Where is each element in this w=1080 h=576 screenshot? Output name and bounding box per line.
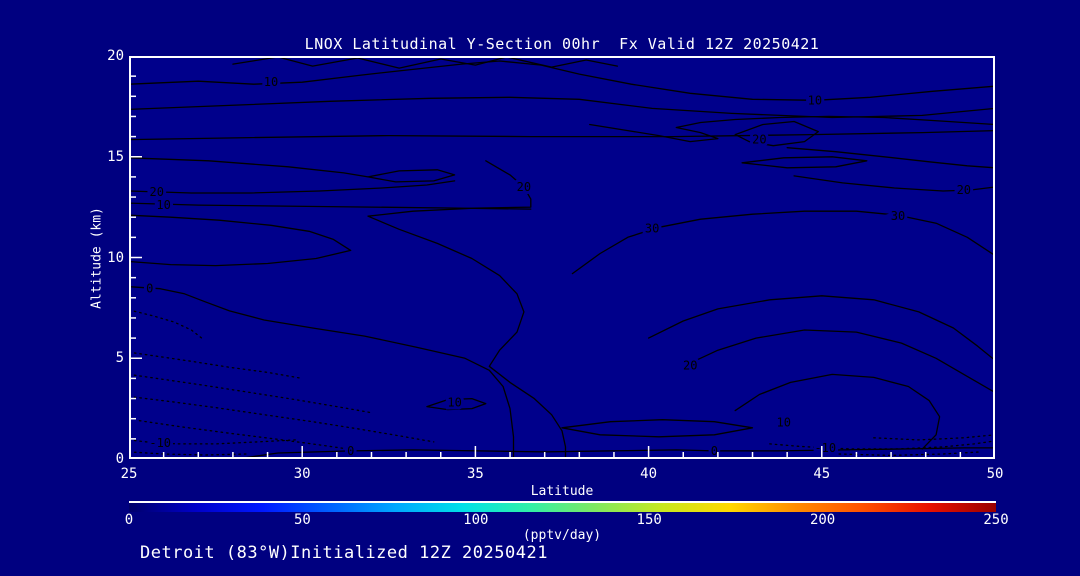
plot-frame xyxy=(129,56,995,459)
y-tick-label: 5 xyxy=(115,350,124,367)
y-tick-label: 10 xyxy=(107,249,124,266)
contour-label: 20 xyxy=(752,133,766,147)
contour-line--10 xyxy=(129,351,303,380)
contour-line--10 xyxy=(129,309,203,339)
x-tick-label: 45 xyxy=(813,466,831,482)
contour-label: 10 xyxy=(776,416,790,430)
contour-line--10 xyxy=(129,373,373,414)
x-tick-label: 40 xyxy=(640,466,658,482)
contour-label: 0 xyxy=(347,444,354,458)
contour-line-10 xyxy=(129,96,995,119)
contour-label: 20 xyxy=(517,180,531,194)
contour-line-20 xyxy=(793,175,995,192)
contour-label: -10 xyxy=(149,436,171,450)
colorbar-top-line xyxy=(129,501,996,503)
y-tick-label: 15 xyxy=(107,148,124,165)
colorbar-tick-label: 150 xyxy=(636,512,662,528)
contour-line--10 xyxy=(769,440,995,450)
contour-label: 0 xyxy=(146,282,153,296)
colorbar-units-label: (pptv/day) xyxy=(522,528,602,543)
contour-line--10 xyxy=(138,420,355,451)
contour-line-10 xyxy=(426,397,487,411)
contour-line-30 xyxy=(647,295,995,361)
contour-line-0 xyxy=(129,286,515,459)
contour-label: 10 xyxy=(808,93,822,107)
contour-line-20 xyxy=(129,180,456,194)
colorbar-tick-label: 250 xyxy=(983,512,1009,528)
contour-line-20 xyxy=(367,160,567,459)
x-tick-label: 35 xyxy=(466,466,484,482)
contour-label: -10 xyxy=(814,441,836,455)
contour-line-20 xyxy=(682,329,995,394)
contour-line-20 xyxy=(786,147,995,169)
contour-line-10 xyxy=(734,373,941,450)
footer-text: Detroit (83°W)Initialized 12Z 20250421 xyxy=(140,543,548,563)
y-tick-label: 0 xyxy=(115,451,124,467)
contour-line--10 xyxy=(838,451,982,457)
contour-label: 30 xyxy=(645,221,659,235)
contour-line-20 xyxy=(129,157,369,178)
colorbar-tick-label: 100 xyxy=(463,512,489,528)
contour-line-10 xyxy=(589,115,995,143)
contour-label: 0 xyxy=(711,444,718,458)
contour-label: 20 xyxy=(149,185,163,199)
contour-line-10 xyxy=(561,419,754,438)
y-tick-label: 20 xyxy=(107,48,124,64)
contour-label: 10 xyxy=(447,396,461,410)
colorbar-tick-label: 50 xyxy=(293,512,311,528)
plot-area: 10 10 20 20 20 30 30 20 10 0 0 10 20 10 0 -10 -10 xyxy=(129,56,995,459)
contour-line--10 xyxy=(129,451,248,456)
contour-line-10 xyxy=(129,129,995,141)
contour-label: 20 xyxy=(683,358,697,372)
x-axis-title: Latitude xyxy=(530,484,594,499)
contour-line-20 xyxy=(741,156,868,169)
colorbar-gradient xyxy=(129,503,996,512)
contour-label: 20 xyxy=(957,183,971,197)
contour-label: 10 xyxy=(156,198,170,212)
contour-line-20 xyxy=(734,120,819,147)
chart-title: LNOX Latitudinal Y-Section 00hr Fx Valid… xyxy=(304,35,820,53)
colorbar-tick-label: 0 xyxy=(124,512,134,528)
contour-line--10 xyxy=(129,439,296,445)
contour-line-30 xyxy=(571,210,995,275)
contour-line-20 xyxy=(367,169,456,183)
x-tick-label: 50 xyxy=(986,466,1004,482)
contour-line-10 xyxy=(129,60,995,101)
x-tick-label: 25 xyxy=(120,466,138,482)
contour-label: 30 xyxy=(891,209,905,223)
contour-label: 10 xyxy=(264,75,278,89)
contour-line--10 xyxy=(873,434,995,441)
contour-line-0 xyxy=(242,447,995,459)
contour-line--10 xyxy=(129,395,435,443)
x-tick-label: 30 xyxy=(293,466,311,482)
contour-line-0 xyxy=(232,56,619,69)
colorbar-tick-label: 200 xyxy=(809,512,836,528)
contour-line-10 xyxy=(129,214,352,267)
